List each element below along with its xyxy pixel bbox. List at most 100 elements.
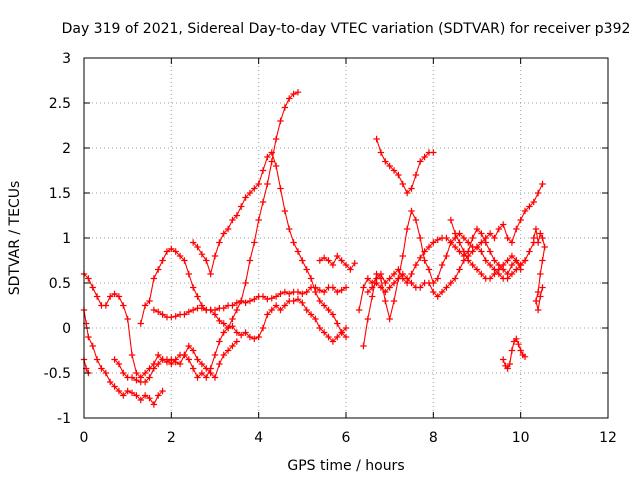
data-point	[150, 365, 158, 372]
data-point	[286, 290, 293, 297]
data-point	[386, 315, 393, 323]
x-tick-label: 6	[342, 430, 351, 446]
data-point	[133, 377, 140, 384]
x-axis-label: GPS time / hours	[287, 458, 404, 474]
data-point	[229, 323, 236, 330]
data-point	[238, 332, 245, 339]
data-point	[107, 378, 114, 386]
data-point	[242, 299, 249, 306]
data-point	[155, 392, 162, 399]
data-point	[185, 270, 192, 278]
data-point	[224, 324, 232, 332]
data-point	[211, 351, 219, 359]
data-point	[259, 198, 267, 206]
data-point	[107, 293, 114, 300]
data-point	[189, 306, 197, 314]
x-tick-label: 8	[429, 430, 438, 446]
data-point	[294, 89, 302, 96]
series-arc-4	[111, 89, 302, 386]
data-point	[478, 270, 485, 278]
data-point	[451, 243, 459, 251]
data-point	[513, 266, 520, 273]
data-point	[469, 248, 476, 255]
data-point	[508, 347, 516, 354]
data-point	[281, 302, 289, 309]
y-tick-label: 1	[62, 231, 71, 247]
data-point	[277, 290, 284, 297]
y-tick-label: -0.5	[44, 366, 71, 382]
data-point	[347, 266, 354, 273]
data-point	[316, 297, 323, 305]
data-point	[146, 297, 153, 305]
data-point	[513, 257, 520, 264]
data-point	[137, 396, 144, 404]
data-point	[189, 284, 197, 291]
data-point	[504, 275, 511, 282]
data-point	[102, 302, 110, 309]
data-point	[150, 306, 158, 314]
data-point	[264, 180, 271, 188]
y-tick-label: -1	[57, 411, 71, 427]
data-point	[120, 302, 127, 309]
data-point	[316, 324, 323, 332]
data-point	[141, 378, 149, 386]
data-point	[255, 216, 262, 224]
data-point	[198, 369, 206, 377]
data-point	[377, 149, 385, 156]
data-point	[438, 261, 446, 269]
data-point	[229, 302, 236, 309]
data-point	[521, 353, 529, 360]
data-point	[272, 293, 280, 300]
data-point	[434, 236, 441, 243]
data-point	[364, 288, 372, 296]
data-point	[172, 313, 179, 320]
data-point	[268, 295, 275, 302]
data-point	[504, 234, 511, 242]
data-point	[521, 207, 529, 215]
data-point	[303, 306, 310, 314]
data-point	[111, 356, 118, 363]
data-point	[491, 270, 498, 278]
data-point	[220, 305, 227, 312]
data-point	[277, 185, 284, 192]
data-point	[539, 234, 546, 242]
data-point	[521, 257, 529, 264]
data-point	[141, 369, 149, 377]
data-point	[124, 315, 131, 323]
data-point	[251, 239, 258, 246]
data-point	[198, 302, 206, 309]
data-point	[443, 284, 450, 291]
data-point	[456, 266, 463, 273]
data-point	[224, 347, 232, 354]
data-point	[133, 369, 140, 377]
data-point	[268, 158, 275, 165]
data-point	[517, 261, 524, 269]
data-point	[412, 216, 420, 224]
data-point	[316, 257, 323, 264]
data-point	[233, 299, 241, 306]
data-point	[128, 374, 136, 381]
data-point	[203, 257, 210, 264]
data-point	[294, 288, 302, 296]
data-point	[299, 299, 306, 306]
data-point	[473, 266, 481, 273]
data-point	[115, 387, 123, 395]
data-point	[443, 252, 450, 260]
data-point	[93, 356, 101, 363]
data-point	[421, 257, 428, 264]
data-point	[320, 288, 328, 296]
data-point	[456, 239, 463, 246]
data-point	[417, 284, 424, 291]
data-point	[224, 225, 232, 233]
data-point	[242, 279, 249, 287]
data-point	[207, 270, 214, 278]
data-point	[185, 342, 192, 350]
data-point	[377, 284, 385, 291]
data-point	[382, 288, 389, 296]
data-point	[320, 254, 328, 261]
data-point	[168, 314, 175, 321]
data-point	[255, 180, 262, 188]
y-tick-label: 2.5	[49, 96, 71, 112]
data-point	[486, 261, 494, 269]
x-tick-label: 10	[512, 430, 530, 446]
